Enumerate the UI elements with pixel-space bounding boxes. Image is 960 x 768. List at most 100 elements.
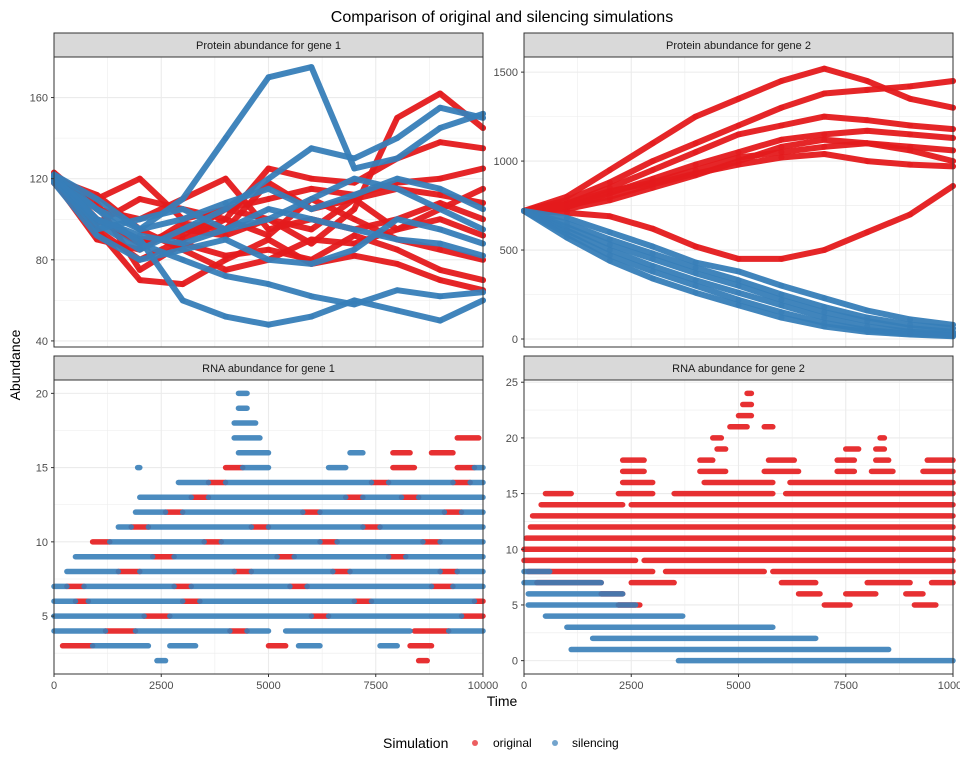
original-point — [692, 113, 699, 120]
data-marks — [51, 64, 486, 328]
data-marks — [521, 65, 956, 340]
silencing-point — [93, 232, 100, 239]
silencing-point — [136, 232, 143, 239]
original-point — [606, 166, 613, 173]
silencing-point — [265, 256, 272, 263]
silencing-point — [308, 64, 315, 71]
series-silencing — [51, 390, 486, 664]
original-point — [821, 65, 828, 72]
silencing-point — [864, 307, 871, 314]
original-point — [692, 161, 699, 168]
original-point — [351, 252, 358, 259]
silencing-point — [351, 155, 358, 162]
silencing-point — [308, 206, 315, 213]
silencing-point — [265, 74, 272, 81]
original-point — [265, 195, 272, 202]
silencing-point — [351, 165, 358, 172]
original-point — [907, 211, 914, 218]
original-point — [308, 226, 315, 233]
silencing-point — [864, 318, 871, 325]
y-tick-label: 15 — [506, 489, 518, 501]
silencing-point — [437, 293, 444, 300]
original-point — [907, 83, 914, 90]
series-original — [59, 435, 486, 664]
silencing-point — [179, 226, 186, 233]
silencing-point — [394, 185, 401, 192]
original-point — [437, 266, 444, 273]
silencing-point — [649, 255, 656, 262]
silencing-point — [93, 206, 100, 213]
original-point — [778, 122, 785, 129]
silencing-point — [222, 206, 229, 213]
silencing-point — [265, 206, 272, 213]
panel-title: Protein abundance for gene 2 — [666, 40, 811, 52]
original-point — [692, 140, 699, 147]
silencing-point — [394, 287, 401, 294]
original-point — [179, 281, 186, 288]
x-axis-title: Time — [487, 693, 518, 709]
original-point — [735, 131, 742, 138]
silencing-point — [179, 240, 186, 247]
silencing-point — [778, 302, 785, 309]
legend: Simulation original silencing — [383, 735, 619, 751]
silencing-point — [563, 215, 570, 222]
series-silencing — [521, 207, 956, 340]
silencing-point — [265, 185, 272, 192]
silencing-point — [692, 264, 699, 271]
original-point — [821, 136, 828, 143]
silencing-point — [821, 323, 828, 330]
original-point — [437, 90, 444, 97]
panel-3: RNA abundance for gene 1 5 10 15 20 0 2500 5000… — [36, 355, 499, 692]
data-marks — [521, 390, 956, 664]
x-tick-label: 10000 — [468, 680, 499, 692]
panel-4: RNA abundance for gene 2 0 5 10 15 20 25 0 2500 5… — [506, 355, 960, 692]
original-point — [821, 90, 828, 97]
silencing-point — [179, 216, 186, 223]
original-point — [437, 216, 444, 223]
y-tick-label: 5 — [42, 611, 48, 623]
original-point — [394, 114, 401, 121]
original-point — [864, 140, 871, 147]
original-point — [864, 86, 871, 93]
original-point — [222, 216, 229, 223]
silencing-point — [778, 309, 785, 316]
silencing-point — [222, 135, 229, 142]
original-point — [563, 202, 570, 209]
original-point — [907, 122, 914, 129]
panel-border — [53, 56, 484, 348]
silencing-point — [778, 282, 785, 289]
panel-2: Protein abundance for gene 2 0 500 1000 1500 — [494, 32, 956, 348]
original-point — [864, 229, 871, 236]
y-tick-label: 15 — [36, 463, 48, 475]
silencing-point — [179, 206, 186, 213]
y-tick-label: 80 — [36, 255, 48, 267]
original-point — [136, 277, 143, 284]
y-tick-label: 10 — [36, 537, 48, 549]
original-point — [437, 246, 444, 253]
silencing-point — [265, 175, 272, 182]
series-original — [521, 65, 956, 262]
silencing-point — [821, 303, 828, 310]
silencing-point — [778, 296, 785, 303]
x-tick-label: 2500 — [619, 680, 643, 692]
silencing-point — [265, 216, 272, 223]
original-point — [437, 139, 444, 146]
x-tick-label: 10000 — [938, 680, 960, 692]
silencing-point — [649, 250, 656, 257]
silencing-point — [735, 282, 742, 289]
original-point — [308, 185, 315, 192]
silencing-point — [136, 240, 143, 247]
original-point — [735, 161, 742, 168]
silencing-point — [394, 135, 401, 142]
panel-border — [523, 56, 954, 348]
y-tick-label: 0 — [512, 656, 518, 668]
original-point — [735, 149, 742, 156]
y-tick-label: 0 — [512, 334, 518, 346]
original-point — [136, 195, 143, 202]
original-point — [778, 78, 785, 85]
silencing-point — [136, 226, 143, 233]
original-point — [864, 78, 871, 85]
silencing-point — [864, 328, 871, 335]
original-point — [821, 247, 828, 254]
